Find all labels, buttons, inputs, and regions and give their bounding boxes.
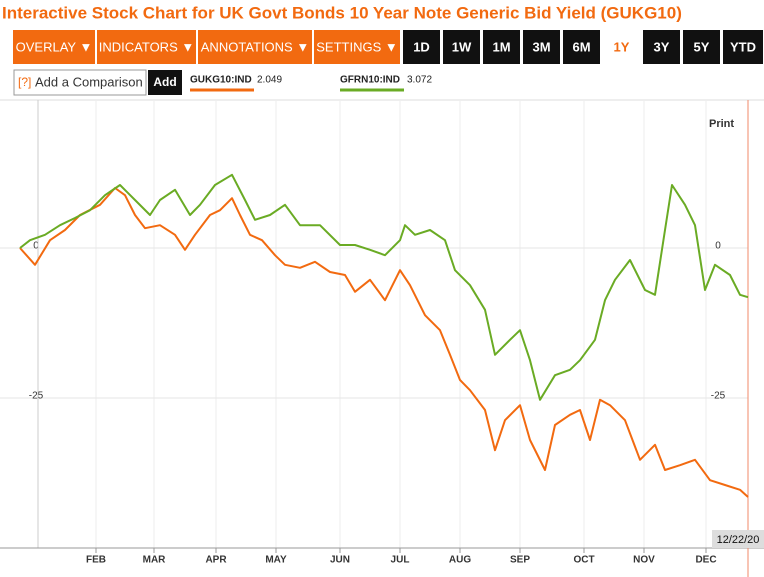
x-tick-label: MAR — [143, 555, 167, 566]
range-button[interactable] — [723, 30, 763, 64]
end-date-label: 12/22/20 — [717, 534, 760, 546]
menu-button[interactable] — [13, 30, 95, 64]
range-label: 1Y — [614, 39, 630, 54]
x-tick-label: AUG — [449, 555, 471, 566]
menu-label: SETTINGS ▼ — [316, 39, 398, 54]
range-button[interactable] — [523, 30, 560, 64]
legend-value: 3.072 — [407, 75, 432, 86]
range-button[interactable] — [603, 30, 640, 64]
range-label: 3Y — [654, 39, 670, 54]
y-tick-label: -25 — [29, 391, 44, 402]
x-tick-label: JUN — [330, 555, 350, 566]
x-tick-label: NOV — [633, 555, 655, 566]
comparison-input[interactable] — [13, 69, 147, 96]
x-tick-label: SEP — [510, 555, 530, 566]
range-label: 3M — [532, 39, 550, 54]
legend-name: GFRN10:IND — [340, 75, 400, 86]
range-label: 1D — [413, 39, 430, 54]
print-link[interactable]: Print — [709, 118, 734, 130]
range-button[interactable] — [683, 30, 720, 64]
range-label: 1W — [452, 39, 472, 54]
menu-button[interactable] — [198, 30, 312, 64]
range-label: 6M — [572, 39, 590, 54]
comparison-placeholder: Add a Comparison — [35, 74, 143, 89]
menu-label: ANNOTATIONS ▼ — [201, 39, 309, 54]
series-line — [19, 187, 749, 498]
range-button[interactable] — [443, 30, 480, 64]
range-button[interactable] — [563, 30, 600, 64]
range-button[interactable] — [483, 30, 520, 64]
y-tick-label-right: -25 — [711, 391, 726, 402]
x-tick-label: DEC — [695, 555, 716, 566]
menu-button[interactable] — [97, 30, 196, 64]
legend-name: GUKG10:IND — [190, 75, 252, 86]
menu-label: OVERLAY ▼ — [16, 39, 93, 54]
x-tick-label: OCT — [573, 555, 594, 566]
y-tick-label-right: 0 — [715, 241, 721, 252]
menu-button[interactable] — [314, 30, 400, 64]
x-tick-label: APR — [205, 555, 227, 566]
chart-title: Interactive Stock Chart for UK Govt Bond… — [2, 3, 682, 22]
range-button[interactable] — [643, 30, 680, 64]
x-tick-label: FEB — [86, 555, 106, 566]
y-tick-label: 0 — [33, 241, 39, 252]
help-icon[interactable]: [?] — [18, 75, 31, 89]
range-label: YTD — [730, 39, 756, 54]
legend-value: 2.049 — [257, 75, 282, 86]
end-date-box — [712, 530, 764, 548]
series-line — [19, 173, 749, 401]
range-button[interactable] — [403, 30, 440, 64]
menu-label: INDICATORS ▼ — [99, 39, 194, 54]
add-button-label: Add — [153, 75, 176, 89]
x-tick-label: JUL — [391, 555, 410, 566]
add-button[interactable] — [148, 70, 182, 95]
toolbar: OVERLAY ▼ INDICATORS ▼ ANNOTATIONS ▼ SETTIN… — [13, 30, 763, 64]
x-tick-label: MAY — [265, 555, 287, 566]
range-label: 1M — [492, 39, 510, 54]
range-label: 5Y — [694, 39, 710, 54]
